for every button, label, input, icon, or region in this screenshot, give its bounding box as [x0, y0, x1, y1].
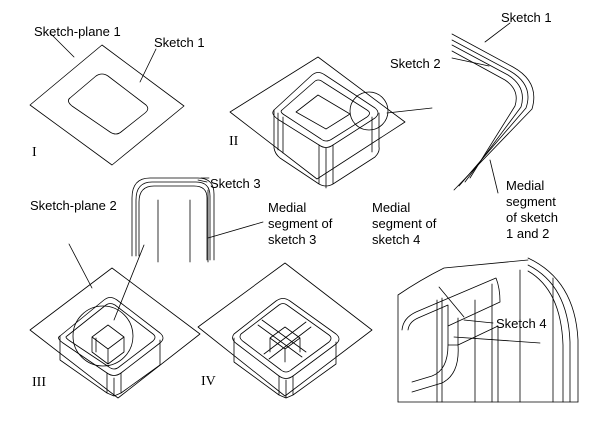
bottom-frame — [397, 259, 529, 403]
panel-4-rim-outer — [232, 298, 340, 379]
panel-1-figure — [29, 44, 185, 166]
label-sketch-3: Sketch 3 — [210, 176, 261, 191]
panel-4-rim-inner — [239, 303, 332, 373]
panel-label-4: IV — [201, 374, 216, 389]
bottom-medial-lines — [411, 297, 459, 403]
detail-line-2 — [451, 39, 529, 187]
panel-3-figure — [29, 243, 201, 399]
label-medial-4-line3: sketch 4 — [372, 232, 420, 247]
label-sketch-2: Sketch 2 — [390, 56, 441, 71]
bottom-arc-1 — [527, 257, 579, 403]
column-inner — [138, 185, 208, 261]
bottom-cross-inner — [407, 283, 541, 403]
label-medial-12-line1: Medial — [506, 178, 544, 193]
detail-line-1 — [451, 33, 535, 191]
panel-4-plane — [197, 262, 373, 397]
column-outer — [131, 177, 215, 261]
panel-4-walls — [233, 337, 337, 399]
label-medial-12-line2: segment — [506, 194, 556, 209]
label-sketch-1: Sketch 1 — [154, 35, 205, 50]
panel-2-figure — [229, 56, 433, 189]
panel-3-circle — [72, 305, 134, 367]
label-sketch-4: Sketch 4 — [496, 316, 547, 331]
panel-label-2: II — [229, 134, 239, 149]
label-sketch-1-detail: Sketch 1 — [501, 10, 552, 25]
label-medial-4-line1: Medial — [372, 200, 410, 215]
panel-3-walls — [59, 335, 161, 397]
box-walls — [273, 109, 380, 189]
panel-label-3: III — [32, 375, 46, 390]
panel-2-plane — [229, 56, 406, 180]
label-medial-3-line3: sketch 3 — [268, 232, 316, 247]
sketch-plane-1-shape — [29, 44, 185, 166]
sketch-plane-2-shape — [29, 267, 201, 399]
label-medial-4-line2: segment of — [372, 216, 437, 231]
panel-4-figure — [197, 262, 373, 399]
panel-4-cross — [257, 319, 312, 363]
sketch-3-figure — [131, 177, 264, 263]
panel-label-1: I — [32, 145, 37, 160]
box-inner-floor — [295, 94, 351, 130]
detail-leader — [386, 107, 433, 114]
sketch-1-shape — [68, 73, 149, 135]
detail-figure — [451, 33, 535, 191]
bottom-arc-3 — [527, 270, 564, 403]
bottom-arc-2 — [527, 264, 571, 403]
bottom-cross-outer — [401, 277, 501, 403]
label-sketch-plane-2: Sketch-plane 2 — [30, 198, 117, 213]
detail-line-3 — [451, 44, 523, 183]
column-mid — [135, 181, 211, 261]
detail-line-4 — [451, 50, 517, 179]
detail-bottom-figure — [397, 257, 579, 403]
label-sketch-plane-1: Sketch-plane 1 — [34, 24, 121, 39]
label-medial-3-line2: segment of — [268, 216, 333, 231]
label-medial-12-line4: 1 and 2 — [506, 226, 549, 241]
box-rim-outer — [272, 72, 379, 148]
leaders-top — [49, 22, 511, 194]
box-rim-inner — [280, 79, 370, 142]
label-medial-12-line3: of sketch — [506, 210, 558, 225]
panel-3-core — [91, 324, 125, 365]
label-medial-3-line1: Medial — [268, 200, 306, 215]
detail-circle — [349, 91, 389, 131]
panel-3-rim-inner — [65, 303, 156, 370]
